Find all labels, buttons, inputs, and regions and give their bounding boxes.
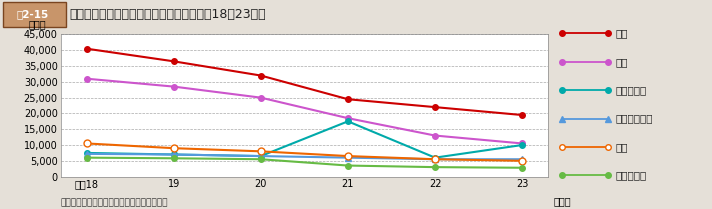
- Text: 図2-15: 図2-15: [16, 10, 49, 20]
- Text: 中国（台湾）: 中国（台湾）: [616, 114, 653, 124]
- Text: フィリピン: フィリピン: [616, 85, 646, 95]
- Text: 国籍・地域別の不法残留者数の推移（平成18～23年）: 国籍・地域別の不法残留者数の推移（平成18～23年）: [70, 8, 266, 21]
- Text: マレーシア: マレーシア: [616, 171, 646, 180]
- Text: （年）: （年）: [553, 196, 571, 206]
- Text: 中国: 中国: [616, 57, 628, 67]
- Text: 注：数値は法務省発表（各年１月１日現在）: 注：数値は法務省発表（各年１月１日現在）: [61, 198, 168, 207]
- Text: 韓国: 韓国: [616, 28, 628, 38]
- Text: タイ: タイ: [616, 142, 628, 152]
- FancyBboxPatch shape: [3, 2, 66, 27]
- Text: （人）: （人）: [28, 19, 46, 29]
